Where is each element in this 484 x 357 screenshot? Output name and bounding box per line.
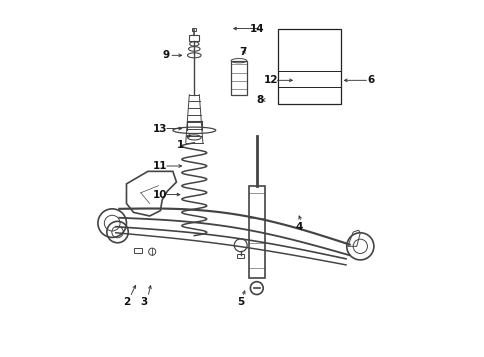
Bar <box>278 29 340 104</box>
Bar <box>237 254 244 258</box>
Text: 4: 4 <box>295 222 302 232</box>
Bar <box>189 35 199 41</box>
Text: 11: 11 <box>153 161 167 171</box>
Text: 5: 5 <box>237 297 244 307</box>
Bar <box>192 28 196 31</box>
Bar <box>133 248 142 253</box>
Text: 13: 13 <box>153 124 167 134</box>
Text: 3: 3 <box>140 297 148 307</box>
Text: 12: 12 <box>263 75 278 85</box>
Text: 1: 1 <box>176 140 183 150</box>
Text: 10: 10 <box>153 190 167 200</box>
Text: 7: 7 <box>238 47 246 57</box>
Text: 6: 6 <box>367 75 374 85</box>
Text: 14: 14 <box>249 24 264 34</box>
Text: 9: 9 <box>162 50 169 60</box>
Text: 8: 8 <box>256 95 263 105</box>
Text: 2: 2 <box>122 297 130 307</box>
